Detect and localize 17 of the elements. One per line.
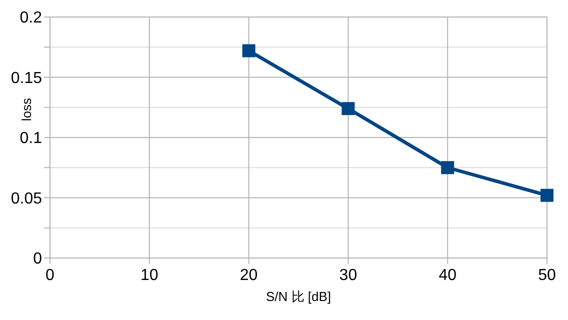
x-axis-title: S/N 比 [dB] <box>266 289 332 304</box>
point <box>441 161 454 174</box>
y-axis-title: loss <box>19 97 34 122</box>
x-tick-label: 20 <box>240 267 258 284</box>
y-tick-label: 0.05 <box>10 190 42 208</box>
x-tick-label: 50 <box>538 267 556 284</box>
y-tick-label: 0 <box>33 250 42 268</box>
x-tick-label: 40 <box>438 267 457 284</box>
y-tick-label: 0.1 <box>20 130 42 148</box>
x-tick-label: 30 <box>339 267 358 284</box>
y-tick-label: 0.15 <box>10 70 42 87</box>
point <box>342 102 355 116</box>
point <box>242 44 256 58</box>
point <box>540 188 554 202</box>
x-tick-label: 0 <box>46 267 55 284</box>
x-tick-label: 10 <box>140 267 158 284</box>
y-tick-label: 0.2 <box>20 10 42 27</box>
